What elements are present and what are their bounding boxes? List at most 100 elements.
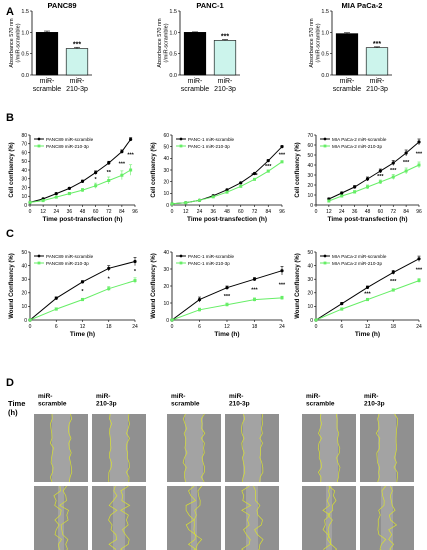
micrograph-column-label: miR-210-3p (229, 393, 250, 408)
x-tick-label: 84 (403, 209, 409, 215)
line-chart-5: 0 10 20 30 40 50 60 70 0 12 24 36 48 60 72 84 96 Time pos… (295, 133, 423, 223)
legend-label: PANC89 miR-scramble (46, 137, 94, 142)
data-point (211, 195, 215, 199)
y-tick-label: 10 (163, 191, 169, 197)
bar-chart-0: PANC89 0.0 0.5 1.0 1.5 Absorbance 570 nm(/miR… (9, 1, 92, 93)
bar-chart-2: MIA PaCa-2 0.0 0.5 1.0 1.5 Absorbance 570 nm(… (309, 1, 392, 93)
bar (335, 33, 359, 76)
data-point (280, 145, 284, 149)
wound-gap (185, 414, 203, 482)
data-point (366, 185, 369, 189)
data-point (365, 285, 370, 289)
wound-edge-left (375, 413, 381, 483)
legend-label: PANC-1 miR-scramble (188, 137, 235, 142)
data-point (391, 288, 395, 292)
y-tick-label: 1.0 (321, 30, 329, 36)
data-point (391, 175, 395, 179)
series-line-0 (328, 141, 420, 200)
wound-edge-right (393, 413, 399, 483)
legend-label: PANC-1 miR-210-3p (188, 261, 230, 266)
legend-label: PANC-1 miR-scramble (188, 254, 235, 259)
wound-edge-right (388, 485, 398, 550)
y-tick-label: 30 (163, 267, 169, 273)
data-point (252, 171, 257, 176)
chart-title: PANC89 (47, 1, 76, 10)
y-tick-label: 0.5 (21, 52, 29, 58)
y-tick-label: 40 (307, 263, 313, 269)
y-tick-label: 10 (21, 304, 27, 310)
x-axis-label: Time (h) (355, 331, 380, 338)
wound-edge-left (241, 413, 246, 483)
y-tick-label: 10 (21, 194, 27, 200)
significance-label: *** (416, 268, 423, 274)
x-tick-label: 12 (365, 324, 371, 330)
y-tick-label: 1.0 (21, 30, 29, 36)
y-axis-label: Absorbance 570 nm(/miR-scramble) (9, 18, 22, 68)
x-axis-label: Time (h) (70, 331, 95, 338)
x-tick-label: 0 (29, 324, 32, 330)
data-point (94, 184, 98, 188)
wound-edge-left (182, 413, 188, 483)
x-tick-label: 12 (40, 209, 46, 215)
legend-label: MIA PaCa-2 miR-scramble (332, 137, 387, 142)
line-chart-6: 0 10 20 30 40 50 0 6 12 18 24 Time (h) Wound Conflue… (9, 250, 138, 338)
bar (65, 48, 89, 76)
data-point (54, 307, 58, 311)
x-tick-label: 0 (171, 209, 174, 215)
significance-label: *** (224, 294, 231, 300)
x-tick-label: 48 (365, 209, 371, 215)
data-point (280, 296, 284, 300)
legend-label: PANC89 miR-210-3p (46, 144, 89, 149)
series-line-0 (315, 258, 420, 321)
micrograph-column-label: miR-scramble (306, 393, 335, 408)
legend-label: MIA PaCa-2 miR-210-3p (332, 261, 382, 266)
x-tick-label: 6 (340, 324, 343, 330)
significance-label: *** (221, 34, 229, 41)
bar-chart-1: PANC-1 0.0 0.5 1.0 1.5 Absorbance 570 nm(/miR… (157, 1, 240, 93)
y-tick-label: 20 (163, 284, 169, 290)
y-tick-label: 30 (307, 173, 313, 179)
wound-edge-left (377, 485, 387, 550)
data-point (107, 161, 111, 165)
x-tick-label: 24 (416, 324, 422, 330)
y-tick-label: 10 (163, 301, 169, 307)
significance-label: *** (390, 279, 397, 285)
y-tick-label: 50 (163, 144, 169, 150)
legend-marker (179, 254, 183, 258)
wound-edge-left (53, 485, 63, 550)
x-tick-label: 24 (53, 209, 59, 215)
panel-label-b: B (6, 112, 14, 124)
data-point (391, 161, 395, 165)
wound-gap (320, 414, 338, 482)
panel-label-d: D (6, 377, 14, 389)
y-axis-label: Wound Confluency (%) (151, 253, 157, 319)
significance-label: * (108, 277, 111, 283)
x-tick-label: 24 (132, 324, 138, 330)
legend-marker (37, 137, 41, 141)
data-point (340, 302, 344, 306)
y-tick-label: 0 (166, 318, 169, 324)
data-point (54, 192, 58, 196)
x-tick-label: 60 (93, 209, 99, 215)
wound-edge-right (193, 485, 203, 550)
data-point (340, 307, 344, 311)
y-tick-label: 40 (163, 156, 169, 162)
micrograph-column-label: miR-scramble (38, 393, 67, 408)
data-point (81, 298, 84, 302)
data-point (170, 318, 174, 322)
data-point (129, 168, 133, 172)
data-point (133, 259, 137, 264)
wound-gap (52, 414, 70, 482)
data-point (225, 188, 229, 192)
y-tick-label: 40 (163, 250, 169, 256)
legend-marker (179, 261, 183, 265)
legend-label: MIA PaCa-2 miR-210-3p (332, 144, 382, 149)
data-point (366, 298, 369, 302)
y-tick-label: 10 (307, 193, 313, 199)
y-axis-label: Wound Confluency (%) (9, 253, 15, 319)
x-tick-label: 18 (252, 324, 258, 330)
y-tick-label: 0.0 (321, 73, 329, 79)
legend-marker (179, 144, 183, 148)
chart-title: MIA PaCa-2 (342, 1, 383, 10)
